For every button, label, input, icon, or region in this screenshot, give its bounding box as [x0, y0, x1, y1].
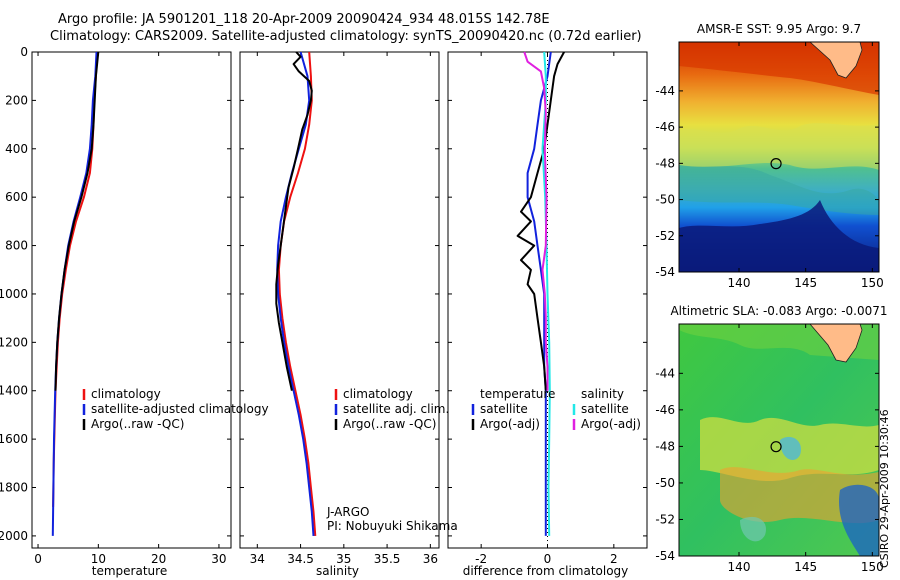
x-tick-label: 35.5 — [374, 552, 401, 566]
series-line-temperature-satellite — [526, 51, 552, 536]
y-tick-label: 600 — [5, 190, 28, 204]
legend-label: Argo(-adj) — [581, 417, 641, 431]
x-tick-label: 34 — [250, 552, 265, 566]
series-line-climatology — [52, 51, 99, 507]
x-tick-label: 35 — [336, 552, 351, 566]
sst_map-title: AMSR-E SST: 9.95 Argo: 9.7 — [697, 22, 861, 36]
series-line-argo-raw-qc- — [275, 51, 313, 391]
y-tick-label: 1000 — [0, 287, 28, 301]
legend-label: climatology — [343, 387, 413, 401]
pi-note: PI: Nobuyuki Shikama — [327, 519, 458, 533]
legend-label: satellite — [581, 402, 629, 416]
map-x-tick-label: 140 — [728, 560, 751, 574]
legend-label: Argo(..raw -QC) — [91, 417, 184, 431]
y-tick-label: 1400 — [0, 384, 28, 398]
series-line-satellite-adj-clim- — [276, 51, 315, 536]
map-x-tick-label: 140 — [728, 276, 751, 290]
map-y-tick-label: -52 — [655, 512, 675, 526]
sla_map-title: Altimetric SLA: -0.083 Argo: -0.0071 — [670, 304, 887, 318]
sst_map-axes: -44 -46 -48 -50 -52 -54 140 145 150 AMSR-E SST: 9… — [655, 22, 883, 290]
sla_map-axes: -44 -46 -48 -50 -52 -54 140 145 150 Altimetric SL… — [655, 304, 887, 574]
salinity-panel: 34 34.5 35 35.5 36 salinity climatologysatelli… — [239, 51, 458, 578]
map-x-tick-label: 145 — [794, 560, 817, 574]
series-line-salinity-satellite — [541, 51, 551, 536]
map-y-tick-label: -46 — [655, 403, 675, 417]
series-line-satellite-adjusted-climatology — [51, 51, 98, 536]
map-y-tick-label: -50 — [655, 476, 675, 490]
y-tick-label: 200 — [5, 93, 28, 107]
legend-label: satellite — [480, 402, 528, 416]
sla-map — [679, 324, 879, 556]
x-tick-label: 30 — [211, 552, 226, 566]
map-y-tick-label: -44 — [655, 366, 675, 380]
y-tick-label: 2000 — [0, 529, 28, 543]
x-tick-label: -2 — [475, 552, 487, 566]
series-line-salinity-argo-adj- — [523, 51, 549, 391]
map-y-tick-label: -54 — [655, 549, 675, 563]
y-tick-label: 1800 — [0, 481, 28, 495]
legend-label: satellite-adjusted climatology — [91, 402, 269, 416]
y-tick-label: 1200 — [0, 335, 28, 349]
legend-label: climatology — [91, 387, 161, 401]
sst-map — [679, 42, 879, 272]
argo-position-marker — [770, 441, 782, 453]
map-y-tick-label: -44 — [655, 84, 675, 98]
y-tick-label: 1600 — [0, 432, 28, 446]
x-tick-label: 10 — [91, 552, 106, 566]
x-tick-label: 20 — [151, 552, 166, 566]
x-tick-label: 2 — [610, 552, 618, 566]
temperature-axes-box — [31, 51, 232, 549]
temperature-xlabel: temperature — [92, 564, 167, 578]
sla_map-frame — [678, 323, 880, 557]
y-tick-label: 400 — [5, 142, 28, 156]
temperature-panel: 0 200 400 600 800 1000 1200 1400 1600 1800 2000 0 10… — [0, 45, 269, 578]
map-x-tick-label: 150 — [861, 560, 884, 574]
map-y-tick-label: -48 — [655, 156, 675, 170]
x-tick-label: 0 — [544, 552, 552, 566]
sst_map-frame — [678, 41, 880, 273]
salinity-xlabel: salinity — [316, 564, 359, 578]
y-tick-label: 800 — [5, 239, 28, 253]
map-y-tick-label: -54 — [655, 265, 675, 279]
series-line-temperature-argo-adj- — [516, 51, 565, 391]
x-tick-label: 0 — [34, 552, 42, 566]
map-x-tick-label: 145 — [794, 276, 817, 290]
x-tick-label: 34.5 — [287, 552, 314, 566]
x-tick-label: 36 — [423, 552, 438, 566]
credit-label: CSIRO 29-Apr-2009 10:30:46 — [878, 409, 891, 568]
legend-title-salinity: salinity — [581, 387, 624, 401]
map-y-tick-label: -46 — [655, 120, 675, 134]
map-y-tick-label: -50 — [655, 193, 675, 207]
y-tick-label: 0 — [20, 45, 28, 59]
legend-title-temperature: temperature — [480, 387, 555, 401]
salinity-axes-box — [239, 51, 440, 549]
title-line-2: Climatology: CARS2009. Satellite-adjuste… — [50, 29, 642, 44]
title-line-1: Argo profile: JA 5901201_118 20-Apr-2009… — [58, 12, 550, 27]
series-line-argo-raw-qc- — [54, 51, 100, 391]
map-y-tick-label: -48 — [655, 439, 675, 453]
series-line-climatology — [277, 51, 317, 536]
map-x-tick-label: 150 — [861, 276, 884, 290]
map-y-tick-label: -52 — [655, 229, 675, 243]
pi-note: J-ARGO — [326, 505, 369, 519]
legend-label: satellite adj. clim. — [343, 402, 449, 416]
legend-label: Argo(..raw -QC) — [343, 417, 436, 431]
difference-xlabel: difference from climatology — [463, 564, 629, 578]
legend-label: Argo(-adj) — [480, 417, 540, 431]
argo-position-marker — [770, 158, 782, 170]
